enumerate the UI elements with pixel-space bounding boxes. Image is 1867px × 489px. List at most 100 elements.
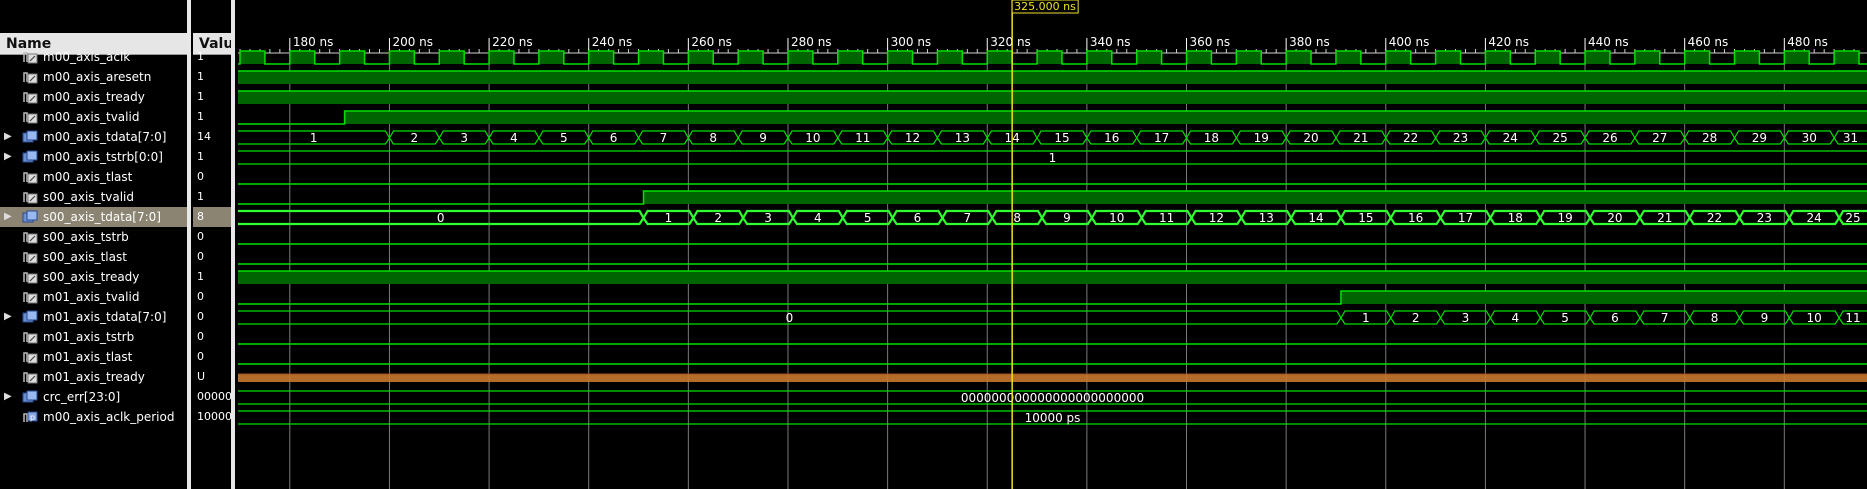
bus-value-label: 16 <box>1408 211 1423 225</box>
bit-signal-icon <box>22 290 38 304</box>
signal-row-s00_axis_tlast[interactable]: s00_axis_tlast <box>0 247 187 267</box>
bus-segment <box>1837 209 1867 226</box>
clock-high-fill <box>489 51 514 64</box>
bus-signal-icon <box>22 390 38 404</box>
ruler-tick-label: 480 ns <box>1787 35 1828 49</box>
expand-arrow-icon[interactable]: ▶ <box>4 131 12 142</box>
high-fill <box>643 191 1867 204</box>
time-cursor[interactable]: 325.000 ns <box>1011 0 1079 489</box>
signal-row-m01_axis_tlast[interactable]: m01_axis_tlast <box>0 347 187 367</box>
bus-value-label: 11 <box>1845 311 1860 325</box>
bus-value-label: 7 <box>964 211 972 225</box>
bus-value-label: 4 <box>1511 311 1519 325</box>
expand-arrow-icon[interactable]: ▶ <box>4 311 12 322</box>
waveform-crc_err230[interactable]: 000000000000000000000000 <box>238 390 1867 405</box>
waveform-m00_axis_tdata70[interactable]: 1 2 3 4 5 6 7 8 9 10 11 12 13 14 15 16 17 18 19 20 21 22 23 24 2… <box>238 130 1867 145</box>
signal-row-m00_axis_tready[interactable]: m00_axis_tready <box>0 87 187 107</box>
signal-row-crc_err230[interactable]: ▶ crc_err[23:0] <box>0 387 187 407</box>
value-column: Value 11111410180010000U00000010000 <box>193 0 231 489</box>
ruler-tick-label: 400 ns <box>1389 35 1430 49</box>
signal-name: s00_axis_tready <box>43 270 140 284</box>
waveform-m00_axis_tvalid[interactable] <box>238 110 1867 125</box>
signal-value: 8 <box>193 207 231 227</box>
waveform-m00_axis_tstrb00[interactable]: 1 <box>238 150 1867 165</box>
bus-segment <box>1833 130 1867 145</box>
signal-row-m00_axis_aclk[interactable]: m00_axis_aclk <box>0 47 187 67</box>
clock-high-fill <box>638 51 664 64</box>
signal-row-m00_axis_tlast[interactable]: m00_axis_tlast <box>0 167 187 187</box>
signal-row-s00_axis_tready[interactable]: s00_axis_tready <box>0 267 187 287</box>
bus-value-label: 000000000000000000000000 <box>961 391 1144 405</box>
bus-value-label: 2 <box>714 211 722 225</box>
signal-row-s00_axis_tstrb[interactable]: s00_axis_tstrb <box>0 227 187 247</box>
waveform-m01_axis_tready[interactable] <box>238 373 1867 382</box>
name-column-header[interactable]: Name <box>0 33 187 55</box>
waveform-m01_axis_tdata70[interactable]: 0 1 2 3 4 5 6 7 8 9 10 11 <box>238 310 1867 325</box>
signal-name: m00_axis_aclk <box>43 50 131 64</box>
signal-row-m01_axis_tvalid[interactable]: m01_axis_tvalid <box>0 287 187 307</box>
signal-row-m00_axis_aresetn[interactable]: m00_axis_aresetn <box>0 67 187 87</box>
bus-value-label: 11 <box>855 131 870 145</box>
bus-value-label: 24 <box>1807 211 1822 225</box>
bus-value-label: 25 <box>1845 211 1860 225</box>
signal-name: m00_axis_tvalid <box>43 110 140 124</box>
signal-row-m00_axis_tdata70[interactable]: ▶ m00_axis_tdata[7:0] <box>0 127 187 147</box>
bus-value-label: 8 <box>1711 311 1719 325</box>
bus-value-label: 6 <box>914 211 922 225</box>
signal-row-s00_axis_tdata70[interactable]: ▶ s00_axis_tdata[7:0] <box>0 207 187 227</box>
ruler-tick-label: 340 ns <box>1090 35 1131 49</box>
waveform-m01_axis_tvalid[interactable] <box>238 290 1867 305</box>
bus-value-label: 12 <box>905 131 920 145</box>
waveform-s00_axis_tdata70[interactable]: 0 1 2 3 4 5 6 7 8 9 10 11 12 13 14 15 16 17 18 19 20 21 22 23 24… <box>238 209 1867 226</box>
waveform-m00_axis_aclk[interactable] <box>238 50 1867 65</box>
clock-high-fill <box>389 51 415 64</box>
bus-value-label: 7 <box>660 131 668 145</box>
time-ruler[interactable]: 180 ns 200 ns 220 ns 240 ns 260 ns 280 ns 300 … <box>238 35 1867 489</box>
expand-arrow-icon[interactable]: ▶ <box>4 391 12 402</box>
waveform-s00_axis_tvalid[interactable] <box>238 190 1867 205</box>
signal-name: m00_axis_aclk_period <box>43 410 175 424</box>
bus-value-label: 3 <box>1462 311 1470 325</box>
bit-signal-icon <box>22 270 38 284</box>
waveform-s00_axis_tready[interactable] <box>238 270 1867 284</box>
clock-high-fill <box>1435 51 1461 64</box>
value-column-header[interactable]: Value <box>193 33 231 55</box>
clock-high-fill <box>987 51 1013 64</box>
bit-signal-icon <box>22 230 38 244</box>
clock-trace <box>238 50 1867 65</box>
values-wave-splitter[interactable] <box>231 0 235 489</box>
waveform-m00_axis_tready[interactable] <box>238 90 1867 104</box>
bus-signal-icon <box>22 210 38 224</box>
bit-signal-icon <box>22 250 38 264</box>
clock-high-fill <box>1585 51 1610 64</box>
names-values-splitter[interactable] <box>187 0 191 489</box>
clock-high-fill <box>688 51 714 64</box>
signal-row-s00_axis_tvalid[interactable]: s00_axis_tvalid <box>0 187 187 207</box>
clock-high-fill <box>837 51 863 64</box>
waveform-area[interactable]: 180 ns 200 ns 220 ns 240 ns 260 ns 280 ns 300 … <box>238 0 1867 489</box>
bus-value-label: 14 <box>1308 211 1323 225</box>
clock-high-fill <box>1784 51 1810 64</box>
clock-high-fill <box>339 51 365 64</box>
signal-row-m01_axis_tstrb[interactable]: m01_axis_tstrb <box>0 327 187 347</box>
waveform-m00_axis_aresetn[interactable] <box>238 70 1867 84</box>
bus-signal-icon <box>22 310 38 324</box>
signal-row-m00_axis_aclk_period[interactable]: p m00_axis_aclk_period <box>0 407 187 427</box>
ruler-tick-label: 240 ns <box>592 35 633 49</box>
signal-row-m00_axis_tvalid[interactable]: m00_axis_tvalid <box>0 107 187 127</box>
signal-value: 1 <box>197 90 204 103</box>
expand-arrow-icon[interactable]: ▶ <box>4 151 12 162</box>
signal-row-m00_axis_tstrb00[interactable]: ▶ m00_axis_tstrb[0:0] <box>0 147 187 167</box>
bus-value-label: 3 <box>764 211 772 225</box>
signal-value: 0 <box>197 250 204 263</box>
clock-high-fill <box>1335 51 1361 64</box>
waveform-m00_axis_aclk_period[interactable]: 10000 ps <box>238 410 1867 425</box>
bus-value-label: 9 <box>1761 311 1769 325</box>
signal-value: 1 <box>197 150 204 163</box>
signal-value: 1 <box>197 110 204 123</box>
signal-row-m01_axis_tdata70[interactable]: ▶ m01_axis_tdata[7:0] <box>0 307 187 327</box>
expand-arrow-icon[interactable]: ▶ <box>4 211 12 222</box>
signal-row-m01_axis_tready[interactable]: m01_axis_tready <box>0 367 187 387</box>
signal-name: m00_axis_tstrb[0:0] <box>43 150 163 164</box>
bus-value-label: 0 <box>786 311 794 325</box>
